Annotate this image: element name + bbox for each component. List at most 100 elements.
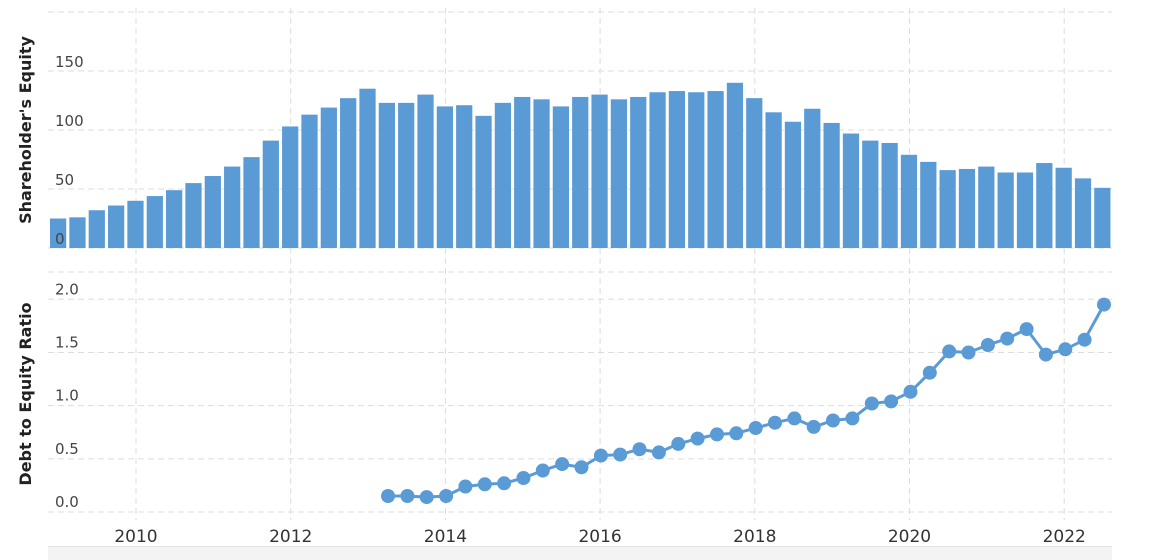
debt-ratio-point: [651, 445, 666, 460]
equity-bar: [881, 142, 898, 248]
equity-bar: [88, 210, 105, 248]
debt-ratio-point: [864, 396, 879, 411]
debt-ratio-point: [980, 338, 995, 352]
debt-ratio-point: [922, 365, 937, 380]
debt-ratio-tick-label: 1.0: [55, 387, 79, 405]
equity-bar: [1036, 163, 1053, 248]
equity-bar: [166, 190, 183, 248]
debt-ratio-point: [729, 426, 744, 441]
equity-bar: [746, 98, 763, 248]
debt-ratio-point: [690, 431, 705, 446]
debt-ratio-point: [768, 415, 782, 430]
equity-bar: [1074, 178, 1092, 248]
equity-bar: [320, 107, 337, 248]
equity-bar: [630, 96, 647, 249]
debt-ratio-tick-label: 1.5: [55, 333, 79, 351]
debt-ratio-point: [419, 490, 434, 505]
equity-bar: [282, 126, 299, 248]
debt-ratio-point: [1038, 347, 1053, 362]
equity-bar: [456, 105, 473, 248]
debt-ratio-point: [516, 471, 531, 485]
equity-tick-label: 50: [55, 171, 74, 189]
equity-bar: [939, 170, 956, 248]
debt-ratio-point: [826, 413, 840, 428]
debt-ratio-point: [903, 384, 918, 399]
equity-bar: [1094, 187, 1111, 248]
debt-ratio-point: [555, 457, 570, 472]
year-tick-label: 2022: [1043, 527, 1086, 547]
debt-ratio-point: [710, 427, 724, 442]
equity-bar: [552, 106, 570, 249]
debt-ratio-point: [535, 463, 550, 478]
equity-bar: [920, 161, 937, 248]
equity-bar: [127, 200, 144, 248]
equity-bar: [398, 102, 415, 248]
debt-ratio-point: [439, 489, 454, 503]
equity-bar: [378, 102, 395, 248]
year-tick-label: 2020: [888, 527, 931, 547]
year-tick-label: 2014: [424, 527, 467, 547]
equity-bar: [958, 168, 976, 248]
year-tick-label: 2018: [733, 527, 776, 547]
year-tick-label: 2010: [114, 527, 157, 547]
equity-bar: [591, 94, 608, 248]
debt-ratio-point: [1000, 331, 1015, 346]
debt-ratio-point: [671, 436, 686, 451]
equity-bar: [668, 91, 686, 248]
debt-ratio-point: [845, 411, 860, 426]
equity-bar: [494, 102, 511, 248]
debt-ratio-tick-label: 0.5: [55, 440, 79, 458]
debt-ratio-point: [1097, 297, 1111, 312]
debt-ratio-series-line: [388, 303, 1106, 499]
grid-lines: [48, 8, 1112, 520]
debt-ratio-point: [574, 460, 589, 475]
equity-bar: [572, 96, 589, 249]
equity-tick-label: 0: [55, 230, 65, 248]
equity-bar: [262, 140, 279, 248]
equity-bar: [842, 133, 860, 248]
debt-ratio-point: [593, 448, 608, 463]
debt-ratio-point: [497, 476, 512, 491]
debt-ratio-point: [1058, 342, 1073, 357]
equity-bar: [301, 114, 318, 248]
year-tick-label: 2012: [269, 527, 312, 547]
debt-ratio-point: [787, 411, 802, 426]
equity-bar: [204, 176, 221, 248]
equity-bar: [340, 98, 357, 248]
debt-ratio-point: [748, 421, 763, 435]
debt-ratio-point: [458, 479, 473, 494]
debt-ratio-point: [961, 345, 976, 360]
debt-ratio-point: [942, 344, 957, 359]
equity-bar: [997, 172, 1014, 248]
equity-bar: [533, 99, 550, 248]
debt-ratio-point: [613, 447, 628, 462]
debt-ratio-tick-label: 0.0: [55, 493, 79, 511]
debt-ratio-point: [806, 419, 821, 434]
equity-bar: [69, 217, 86, 248]
equity-bar: [765, 112, 782, 248]
equity-bar: [224, 166, 241, 248]
debt-ratio-point: [477, 477, 492, 492]
equity-bar: [108, 205, 125, 248]
equity-tick-label: 100: [55, 112, 84, 130]
equity-bar: [823, 122, 840, 248]
equity-bar: [707, 91, 724, 248]
debt-ratio-point: [884, 394, 899, 409]
equity-bar: [359, 88, 376, 248]
equity-tick-label: 150: [55, 53, 84, 71]
debt-ratio-point: [1077, 332, 1092, 347]
equity-bar: [726, 82, 744, 248]
debt-ratio-axis-label: Debt to Equity Ratio: [16, 302, 35, 485]
debt-ratio-point: [632, 442, 647, 457]
equity-bar: [688, 92, 705, 249]
debt-ratio-point: [381, 489, 395, 503]
x-tick-labels: 2010 2012 2014 2016 2018 2020 2022: [114, 527, 1085, 547]
equity-bar: [417, 94, 434, 248]
equity-bar: [475, 115, 492, 248]
equity-bar: [436, 106, 453, 249]
equity-bar: [862, 140, 879, 248]
equity-bar: [978, 166, 995, 248]
equity-bar: [185, 183, 202, 248]
y-tick-labels: 0 50 100 150 0.0 0.5 1.0 1.5 2.0: [55, 53, 84, 511]
